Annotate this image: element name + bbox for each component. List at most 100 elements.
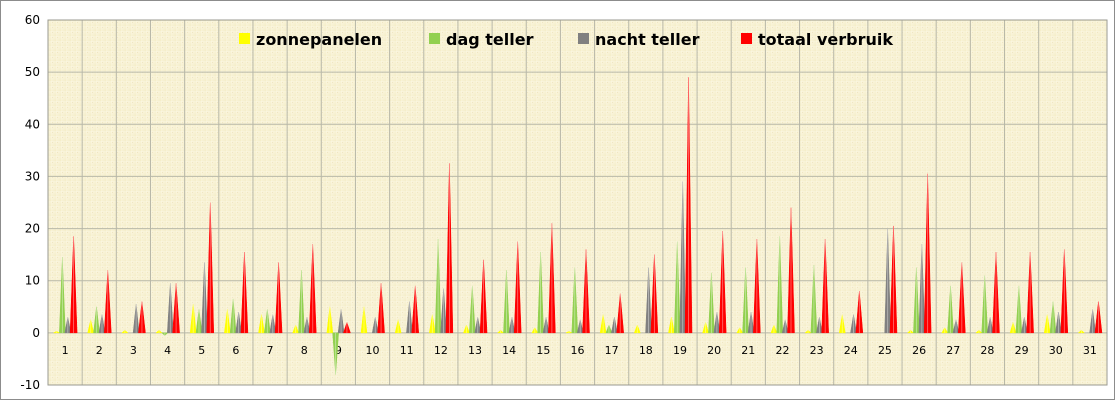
x-tick-label: 30 bbox=[1049, 344, 1063, 357]
bar bbox=[440, 288, 447, 334]
bar bbox=[303, 316, 311, 334]
x-axis: 1 2 3 4 5 6 7 8 9 10 11 12 13 14 15 16 17 18 19 20 21 22 23 24 2… bbox=[62, 344, 1097, 357]
bar bbox=[372, 316, 379, 334]
bar bbox=[548, 223, 556, 334]
legend-swatch bbox=[429, 33, 440, 44]
bar bbox=[1078, 330, 1085, 334]
bar bbox=[240, 251, 249, 334]
bar bbox=[537, 251, 544, 334]
legend-label: nacht teller bbox=[595, 30, 700, 49]
x-tick-label: 17 bbox=[605, 344, 619, 357]
bar bbox=[1043, 314, 1051, 334]
legend-label: dag teller bbox=[446, 30, 534, 49]
bar bbox=[645, 267, 652, 334]
x-tick-label: 2 bbox=[96, 344, 103, 357]
bar bbox=[1015, 285, 1023, 334]
x-tick-label: 28 bbox=[980, 344, 994, 357]
bar bbox=[434, 238, 442, 334]
bar bbox=[582, 249, 590, 334]
bar bbox=[167, 283, 174, 334]
bar bbox=[804, 330, 812, 334]
bar bbox=[172, 283, 180, 334]
bar bbox=[742, 267, 749, 334]
bar bbox=[503, 270, 510, 334]
bar bbox=[674, 241, 681, 334]
bar bbox=[611, 316, 618, 334]
bar bbox=[1026, 251, 1034, 334]
plot-border bbox=[47, 19, 1108, 386]
bar bbox=[479, 259, 488, 334]
bar bbox=[121, 330, 129, 334]
x-tick-label: 21 bbox=[741, 344, 755, 357]
x-tick-label: 7 bbox=[267, 344, 274, 357]
bar bbox=[332, 332, 339, 375]
bar bbox=[411, 285, 419, 334]
x-tick-label: 14 bbox=[502, 344, 516, 357]
bar bbox=[1009, 322, 1017, 334]
bar bbox=[565, 331, 573, 334]
bar bbox=[576, 319, 584, 334]
bar bbox=[264, 309, 271, 334]
x-tick-label: 1 bbox=[62, 344, 69, 357]
x-tick-label: 3 bbox=[130, 344, 137, 357]
y-tick-label: 50 bbox=[25, 65, 40, 79]
x-tick-label: 23 bbox=[810, 344, 824, 357]
x-tick-label: 18 bbox=[639, 344, 653, 357]
bar bbox=[810, 264, 818, 334]
bar bbox=[195, 309, 203, 334]
y-tick-label: -10 bbox=[20, 378, 40, 392]
bar bbox=[229, 298, 237, 334]
bar bbox=[132, 303, 140, 334]
legend-swatch bbox=[239, 33, 250, 44]
x-tick-label: 11 bbox=[400, 344, 414, 357]
bar bbox=[235, 311, 242, 334]
bar bbox=[508, 316, 516, 334]
bar bbox=[650, 254, 659, 334]
bar bbox=[274, 262, 283, 334]
bar bbox=[155, 330, 163, 334]
legend: zonnepanelen dag teller nacht teller totaal… bbox=[239, 30, 893, 49]
x-tick-label: 19 bbox=[673, 344, 687, 357]
bar bbox=[884, 228, 891, 334]
bar bbox=[855, 290, 864, 334]
x-tick-label: 31 bbox=[1083, 344, 1097, 357]
bar bbox=[337, 309, 345, 334]
y-tick-label: 0 bbox=[32, 326, 40, 340]
legend-label: zonnepanelen bbox=[256, 30, 382, 49]
bar bbox=[634, 324, 641, 334]
legend-swatch bbox=[741, 33, 752, 44]
bar bbox=[918, 243, 926, 334]
bar bbox=[309, 243, 317, 334]
gridlines bbox=[47, 19, 1108, 386]
bar bbox=[981, 275, 988, 334]
bar bbox=[1049, 301, 1057, 334]
x-tick-label: 10 bbox=[366, 344, 380, 357]
bar bbox=[98, 314, 106, 334]
bar bbox=[787, 207, 795, 334]
bar bbox=[718, 230, 727, 334]
bar bbox=[258, 314, 265, 334]
bar bbox=[87, 319, 94, 334]
x-tick-label: 16 bbox=[571, 344, 585, 357]
bar bbox=[992, 251, 1000, 334]
y-tick-label: 10 bbox=[25, 274, 40, 288]
bar bbox=[668, 316, 675, 334]
bar bbox=[59, 257, 66, 334]
bar bbox=[343, 322, 351, 334]
bar bbox=[206, 202, 215, 334]
bar bbox=[776, 236, 783, 334]
bar bbox=[839, 314, 846, 334]
x-tick-label: 25 bbox=[878, 344, 892, 357]
bar bbox=[923, 173, 932, 334]
y-tick-label: 20 bbox=[25, 222, 40, 236]
bar bbox=[104, 270, 112, 334]
bar bbox=[986, 316, 994, 334]
bar bbox=[941, 327, 948, 334]
bar bbox=[770, 324, 778, 334]
bar bbox=[394, 319, 402, 334]
bar bbox=[889, 225, 898, 334]
bar bbox=[406, 301, 413, 334]
bar bbox=[469, 285, 476, 334]
x-tick-label: 20 bbox=[707, 344, 721, 357]
